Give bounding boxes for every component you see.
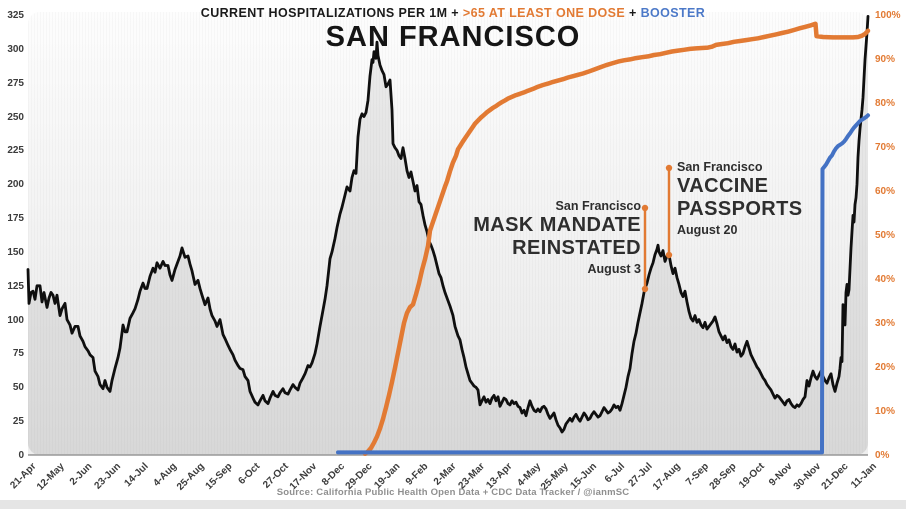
left-axis-tick-label: 0: [18, 450, 24, 461]
right-axis-tick-label: 60%: [875, 186, 896, 197]
left-axis-tick-label: 250: [7, 111, 24, 123]
title-segment: BOOSTER: [640, 6, 706, 20]
title-segment: +: [625, 6, 641, 20]
chart-title: CURRENT HOSPITALIZATIONS PER 1M + >65 AT…: [0, 6, 906, 20]
annotation-title-line1: VACCINE: [677, 175, 769, 197]
title-segment: >65 AT LEAST ONE DOSE: [462, 6, 626, 20]
annotation-title-line2: REINSTATED: [512, 237, 641, 259]
current-hospitalizations-per-1m-line: [26, 14, 870, 434]
left-axis-tick-label: 50: [12, 382, 24, 394]
left-axis-tick-label: 225: [7, 145, 24, 157]
x-axis-tick-label: 2-Mar: [432, 461, 459, 488]
annotation-callout-line-0: [641, 204, 649, 293]
right-axis-tick-label: 30%: [875, 318, 896, 329]
annotation-vaccine-passports: San Francisco VACCINE PASSPORTS August 2…: [677, 160, 802, 239]
left-axis-tick-label: 75: [12, 348, 24, 360]
annotation-title-line2: PASSPORTS: [677, 198, 803, 220]
over-65-at-least-one-dose-pct-line: [362, 21, 871, 456]
right-axis-tick-label: 10%: [875, 406, 896, 417]
left-axis-tick-label: 100: [7, 314, 24, 326]
left-axis-tick-label: 175: [7, 213, 24, 225]
left-axis-tick-label: 325: [7, 10, 24, 21]
x-axis-tick-label: 6-Oct: [236, 461, 263, 487]
chart-subtitle: SAN FRANCISCO: [325, 21, 581, 53]
annotation-title-line1: MASK MANDATE: [473, 214, 641, 236]
right-axis-tick-label: 40%: [875, 274, 896, 285]
annotation-mask-mandate: San Francisco MASK MANDATE REINSTATED Au…: [473, 199, 641, 278]
annotation-date: August 20: [677, 223, 738, 237]
x-axis-tick-label: 2-Jun: [68, 461, 95, 488]
x-axis-tick-label: 9-Feb: [404, 461, 431, 488]
right-axis-tick-label: 90%: [875, 54, 896, 65]
footer-band: [0, 500, 906, 509]
right-axis-tick-label: 20%: [875, 362, 896, 373]
right-axis-tick-label: 100%: [875, 10, 901, 21]
booster-pct-line: [336, 113, 870, 455]
left-axis-tick-label: 300: [7, 43, 24, 55]
right-axis-tick-label: 80%: [875, 98, 896, 109]
plot-area: San Francisco MASK MANDATE REINSTATED Au…: [26, 14, 871, 456]
title-segment: CURRENT HOSPITALIZATIONS PER 1M +: [200, 6, 463, 20]
plot-panel: [28, 12, 868, 455]
x-axis-tick-label: 14-Jul: [122, 461, 151, 490]
x-axis-line: [28, 454, 868, 456]
annotation-city: San Francisco: [677, 160, 763, 174]
left-axis-tick-label: 150: [7, 246, 24, 258]
chart-canvas: [26, 14, 871, 456]
source-credit: Source: California Public Health Open Da…: [276, 487, 630, 498]
annotation-callout-line-1: [665, 164, 673, 259]
left-axis-tick-label: 25: [12, 416, 24, 428]
left-axis-tick-label: 125: [7, 280, 24, 292]
annotation-date: August 3: [587, 262, 641, 276]
left-axis-tick-label: 200: [7, 179, 24, 191]
annotation-city: San Francisco: [555, 199, 641, 213]
current-hospitalizations-per-1m-area: [28, 16, 868, 456]
x-axis-tick-label: 6-Jul: [602, 461, 627, 486]
left-axis-tick-label: 275: [7, 77, 24, 89]
right-axis-tick-label: 50%: [875, 230, 896, 241]
right-axis-tick-label: 70%: [875, 142, 896, 153]
right-axis-tick-label: 0%: [875, 450, 890, 461]
